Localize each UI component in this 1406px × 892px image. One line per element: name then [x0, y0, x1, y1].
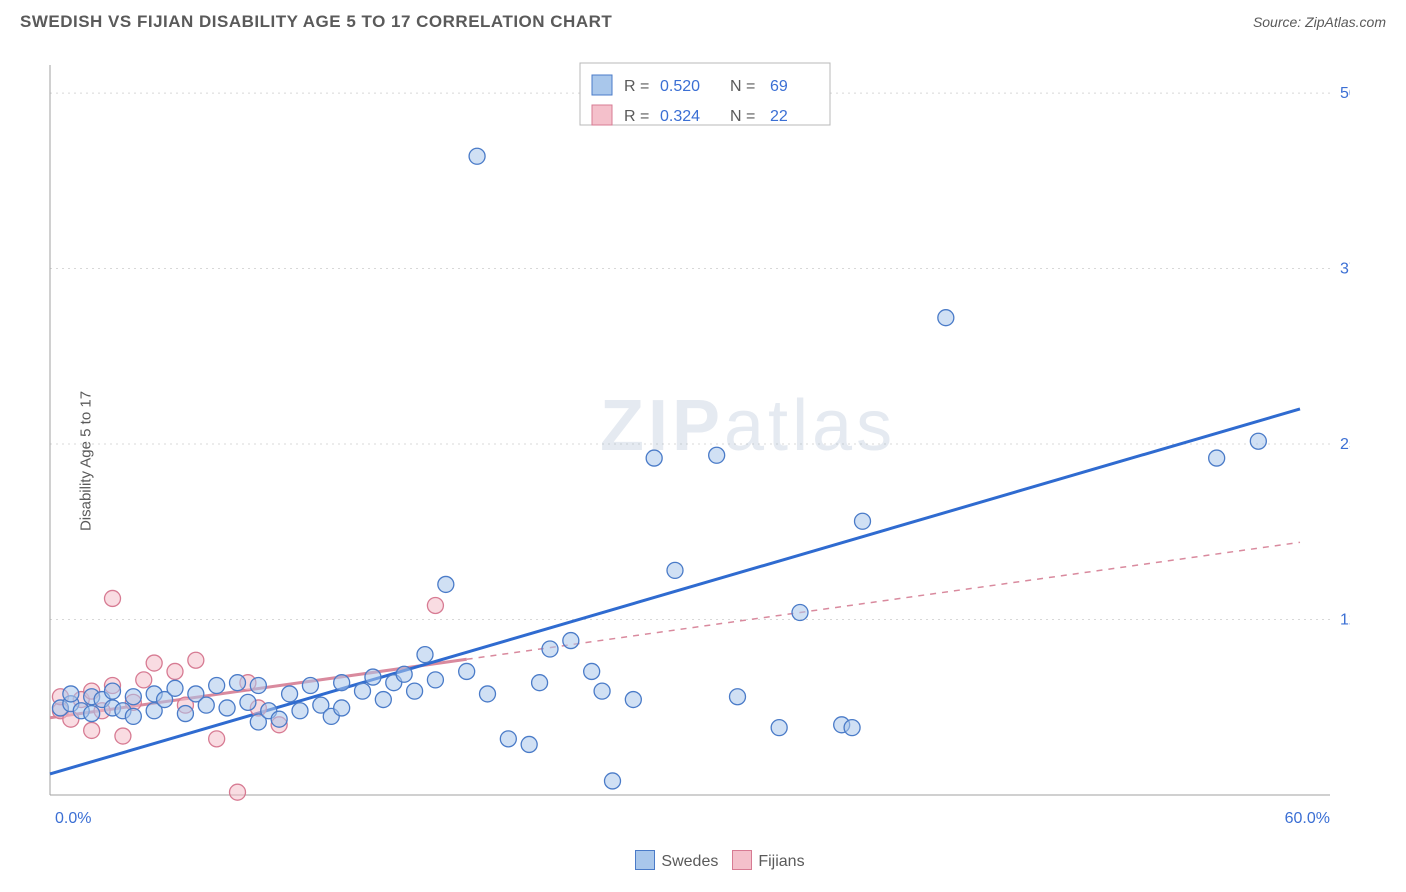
chart-title: SWEDISH VS FIJIAN DISABILITY AGE 5 TO 17…	[20, 12, 612, 32]
y-tick-label: 12.5%	[1340, 612, 1350, 629]
data-point-fijians	[105, 590, 121, 606]
data-point-swedes	[532, 675, 548, 691]
data-point-swedes	[250, 678, 266, 694]
data-point-swedes	[1250, 433, 1266, 449]
data-point-swedes	[521, 736, 537, 752]
scatter-chart: 12.5% 25.0% 37.5% 50.0% 0.0% 60.0% R = 0.520 N =…	[40, 55, 1350, 835]
data-point-swedes	[177, 706, 193, 722]
data-point-swedes	[355, 683, 371, 699]
data-point-swedes	[584, 663, 600, 679]
chart-area: Disability Age 5 to 17 12.5% 25.0% 37.5% 50…	[40, 55, 1386, 867]
legend-n-label: N =	[730, 108, 755, 125]
legend-n-value: 69	[770, 78, 788, 95]
data-point-swedes	[417, 647, 433, 663]
legend-swatch	[635, 850, 655, 870]
data-point-swedes	[282, 686, 298, 702]
legend-r-label: R =	[624, 108, 649, 125]
y-tick-label: 25.0%	[1340, 436, 1350, 453]
data-point-swedes	[209, 678, 225, 694]
regression-line-swedes	[50, 409, 1300, 774]
data-point-fijians	[146, 655, 162, 671]
data-point-swedes	[84, 706, 100, 722]
y-tick-label: 50.0%	[1340, 85, 1350, 102]
data-point-swedes	[125, 708, 141, 724]
data-point-fijians	[115, 728, 131, 744]
chart-source: Source: ZipAtlas.com	[1253, 14, 1386, 30]
regression-line-fijians-dash	[467, 542, 1300, 659]
data-point-swedes	[563, 633, 579, 649]
data-point-fijians	[84, 722, 100, 738]
data-point-fijians	[209, 731, 225, 747]
data-point-fijians	[167, 663, 183, 679]
data-point-swedes	[625, 692, 641, 708]
data-point-fijians	[230, 784, 246, 800]
data-point-swedes	[459, 663, 475, 679]
data-point-fijians	[136, 672, 152, 688]
legend-label: Swedes	[661, 853, 718, 870]
data-point-swedes	[480, 686, 496, 702]
data-point-swedes	[646, 450, 662, 466]
legend-label: Fijians	[758, 853, 804, 870]
data-point-swedes	[302, 678, 318, 694]
data-point-swedes	[334, 675, 350, 691]
data-point-swedes	[500, 731, 516, 747]
data-point-swedes	[594, 683, 610, 699]
series-legend: Swedes Fijians	[40, 850, 1386, 871]
data-point-swedes	[709, 447, 725, 463]
data-point-swedes	[334, 700, 350, 716]
data-point-swedes	[844, 720, 860, 736]
data-point-swedes	[730, 689, 746, 705]
data-point-swedes	[219, 700, 235, 716]
correlation-legend	[580, 63, 830, 125]
data-point-swedes	[938, 310, 954, 326]
data-point-swedes	[855, 513, 871, 529]
legend-swatch	[592, 105, 612, 125]
data-point-swedes	[396, 666, 412, 682]
data-point-swedes	[771, 720, 787, 736]
legend-r-label: R =	[624, 78, 649, 95]
legend-r-value: 0.324	[660, 108, 700, 125]
data-point-swedes	[63, 686, 79, 702]
data-point-swedes	[792, 605, 808, 621]
legend-n-label: N =	[730, 78, 755, 95]
data-point-swedes	[271, 711, 287, 727]
legend-swatch	[592, 75, 612, 95]
data-point-swedes	[542, 641, 558, 657]
legend-n-value: 22	[770, 108, 788, 125]
legend-swatch	[732, 850, 752, 870]
data-point-swedes	[375, 692, 391, 708]
legend-r-value: 0.520	[660, 78, 700, 95]
data-point-swedes	[365, 669, 381, 685]
y-tick-label: 37.5%	[1340, 261, 1350, 278]
data-point-swedes	[105, 683, 121, 699]
x-tick-label: 0.0%	[55, 810, 91, 827]
data-point-fijians	[427, 597, 443, 613]
x-tick-label: 60.0%	[1285, 810, 1330, 827]
data-point-swedes	[438, 576, 454, 592]
data-point-fijians	[188, 652, 204, 668]
data-point-swedes	[667, 562, 683, 578]
data-point-swedes	[198, 697, 214, 713]
data-point-swedes	[427, 672, 443, 688]
data-point-swedes	[167, 680, 183, 696]
data-point-swedes	[469, 148, 485, 164]
data-point-swedes	[292, 703, 308, 719]
data-point-swedes	[230, 675, 246, 691]
data-point-swedes	[407, 683, 423, 699]
data-point-swedes	[240, 694, 256, 710]
data-point-swedes	[1209, 450, 1225, 466]
y-axis-label: Disability Age 5 to 17	[78, 391, 95, 531]
data-point-swedes	[125, 689, 141, 705]
data-point-swedes	[605, 773, 621, 789]
